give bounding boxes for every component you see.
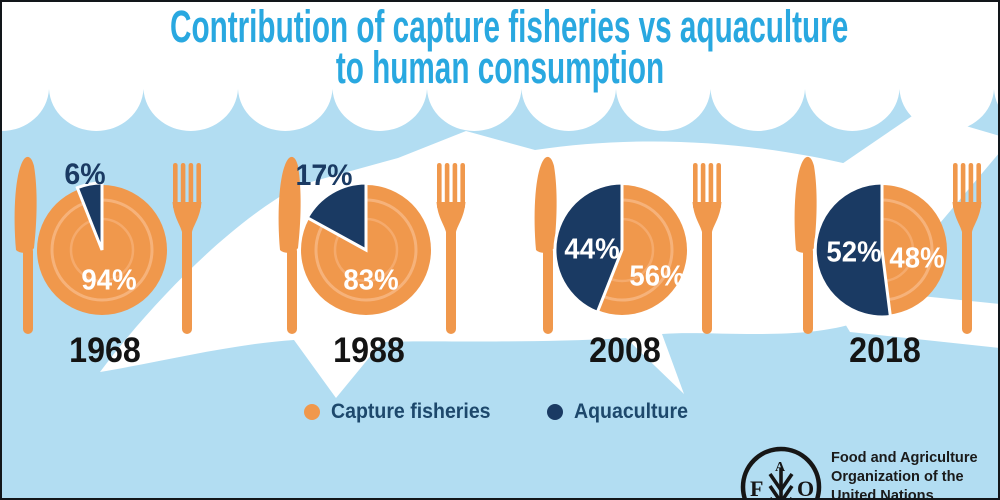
aquaculture-dot-icon <box>546 404 563 420</box>
aquaculture-percent-label-2018: 52% <box>826 236 882 269</box>
legend-label-capture: Capture fisheries <box>330 400 491 423</box>
fao-logo-wheat <box>768 468 794 500</box>
fork-icon <box>172 163 202 334</box>
fao-footer: F O A FIAT PANIS Food and Agriculture Or… <box>739 444 999 500</box>
fao-org-line2: Organization of the <box>831 468 964 485</box>
capture-fisheries-dot-icon <box>303 404 320 420</box>
aquaculture-slice <box>75 181 104 251</box>
aquaculture-percent-label-2008: 44% <box>564 233 620 266</box>
chart-title-line2: to human consumption <box>335 42 665 93</box>
year-label-1968: 1968 <box>69 331 141 370</box>
capture-percent-label-1988: 83% <box>343 264 399 297</box>
year-label-2018: 2018 <box>849 331 921 370</box>
year-label-1988: 1988 <box>333 331 405 370</box>
capture-percent-label-2008: 56% <box>629 260 685 293</box>
pie-chart-group-2018 <box>794 156 982 334</box>
year-label-2008: 2008 <box>589 331 661 370</box>
fork-icon <box>436 163 466 334</box>
wave-band <box>0 0 1000 131</box>
fao-org-line3: United Nations <box>831 487 934 500</box>
pie-chart-group-1968 <box>14 156 202 334</box>
legend-label-aquaculture: Aquaculture <box>573 400 688 423</box>
knife-icon <box>534 156 557 334</box>
fao-logo-letter-f: F <box>750 476 763 500</box>
fork-icon <box>952 163 982 334</box>
aquaculture-percent-label-1968: 6% <box>64 158 106 191</box>
capture-percent-label-1968: 94% <box>81 264 137 297</box>
pie-chart-group-2008 <box>534 156 722 334</box>
fao-logo-letter-o: O <box>797 476 814 500</box>
aquaculture-slice <box>813 181 893 319</box>
knife-icon <box>278 156 301 334</box>
fao-logo-letter-a: A <box>775 460 786 475</box>
knife-icon <box>14 156 37 334</box>
legend-item-capture: Capture fisheries <box>303 400 503 424</box>
knife-icon <box>794 156 817 334</box>
fao-org-line1: Food and Agriculture <box>831 449 978 466</box>
aquaculture-slice <box>305 181 368 253</box>
fish-body <box>100 131 872 398</box>
aquaculture-percent-label-1988: 17% <box>295 159 353 192</box>
legend: Capture fisheries Aquaculture <box>0 400 1000 424</box>
legend-item-aquaculture: Aquaculture <box>546 400 697 424</box>
fork-icon <box>692 163 722 334</box>
fao-org-name: Food and Agriculture Organization of the… <box>831 448 978 500</box>
aquaculture-slice <box>553 181 624 315</box>
pie-charts-layer <box>14 156 982 334</box>
chart-title-line1: Contribution of capture fisheries vs aqu… <box>170 1 849 52</box>
capture-percent-label-2018: 48% <box>889 242 945 275</box>
fao-logo-icon: F O A FIAT PANIS <box>740 446 822 500</box>
pie-chart-group-1988 <box>278 156 466 334</box>
